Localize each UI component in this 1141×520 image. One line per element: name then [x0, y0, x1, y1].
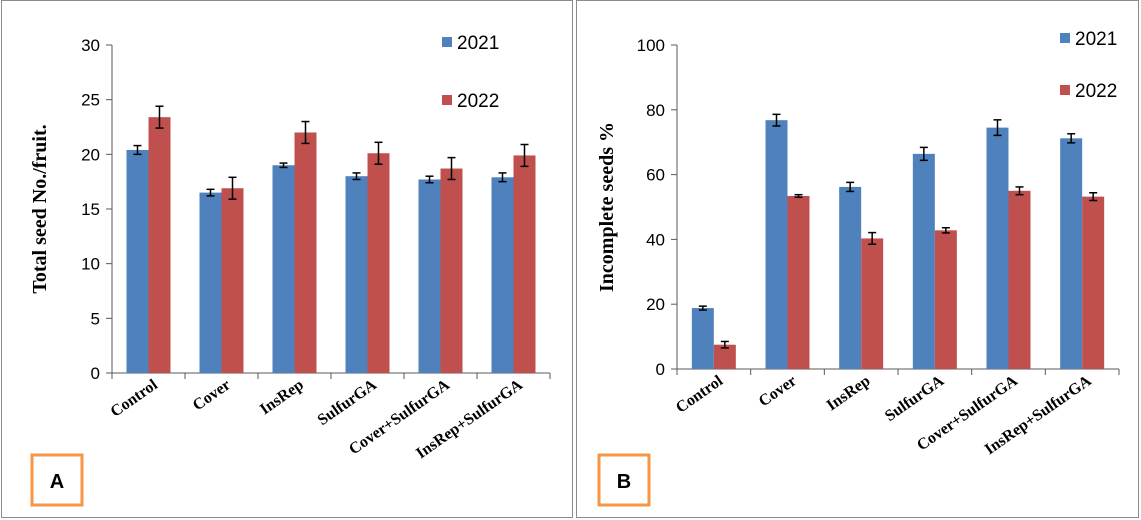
x-category-label: Control — [108, 376, 162, 421]
y-tick-label: 25 — [81, 91, 100, 110]
bar-2022 — [861, 238, 884, 369]
bar-2021 — [986, 127, 1009, 370]
y-tick-label: 40 — [646, 230, 665, 249]
bar-2021 — [1060, 138, 1083, 369]
y-tick-label: 15 — [81, 200, 100, 219]
x-category-label: SulfurGA — [315, 376, 380, 429]
bar-2021 — [345, 176, 368, 373]
bar-2021 — [491, 177, 514, 373]
legend-label: 2022 — [1075, 81, 1117, 102]
panel-a: 0 5 10 15 20 25 30 Control Cover InsRep SulfurGA Co… — [1, 0, 573, 518]
y-tick-label: 20 — [81, 145, 100, 164]
panel-badge — [597, 453, 651, 507]
panel-b: 0 20 40 60 80 100 Control Cover InsRep SulfurGA Co… — [576, 0, 1139, 518]
panel-badge — [30, 453, 84, 507]
bar-2022 — [221, 188, 244, 373]
y-tick-label: 80 — [646, 101, 665, 120]
bar-2021 — [765, 120, 788, 369]
legend-swatch-2021 — [1060, 33, 1070, 43]
bar-2022 — [1082, 196, 1105, 369]
y-tick-label: 0 — [656, 360, 665, 379]
legend-swatch-2022 — [442, 95, 452, 105]
bar-2022 — [713, 344, 736, 369]
bar-2022 — [934, 230, 957, 369]
y-tick-label: 5 — [91, 309, 100, 328]
x-category-label: InsRep — [824, 372, 874, 414]
y-tick-label: 30 — [81, 36, 100, 55]
panel-label: B — [617, 471, 631, 493]
bar-2022 — [787, 195, 810, 369]
bar-2021 — [126, 149, 149, 373]
y-tick-label: 10 — [81, 255, 100, 274]
x-category-label: InsRep — [257, 376, 307, 418]
bar-2021 — [272, 165, 295, 373]
legend-label: 2021 — [457, 33, 499, 54]
bar-2021 — [691, 308, 714, 369]
bar-2022 — [440, 168, 463, 373]
legend-swatch-2022 — [1060, 85, 1070, 95]
bar-2022 — [367, 153, 390, 373]
y-tick-label: 60 — [646, 166, 665, 185]
legend-label: 2021 — [1075, 29, 1117, 50]
bar-2021 — [418, 179, 441, 373]
legend-label: 2022 — [457, 91, 499, 112]
x-category-label: Cover — [756, 372, 800, 410]
x-category-label: SulfurGA — [882, 372, 947, 425]
bar-2021 — [199, 192, 222, 373]
y-tick-label: 20 — [646, 295, 665, 314]
x-category-label: Cover — [190, 376, 234, 414]
bar-2021 — [839, 186, 862, 369]
bar-2022 — [148, 117, 171, 373]
y-axis-label: Incomplete seeds % — [596, 122, 618, 292]
y-tick-label: 0 — [91, 364, 100, 383]
y-tick-label: 100 — [637, 36, 665, 55]
bar-2022 — [1008, 190, 1031, 369]
x-category-label: Control — [673, 372, 727, 417]
bar-2021 — [912, 153, 935, 369]
bar-2022 — [513, 155, 536, 373]
legend-swatch-2021 — [442, 37, 452, 47]
panel-label: A — [50, 471, 64, 493]
y-axis-label: Total seed No./fruit. — [29, 124, 51, 293]
bar-2022 — [294, 132, 317, 373]
